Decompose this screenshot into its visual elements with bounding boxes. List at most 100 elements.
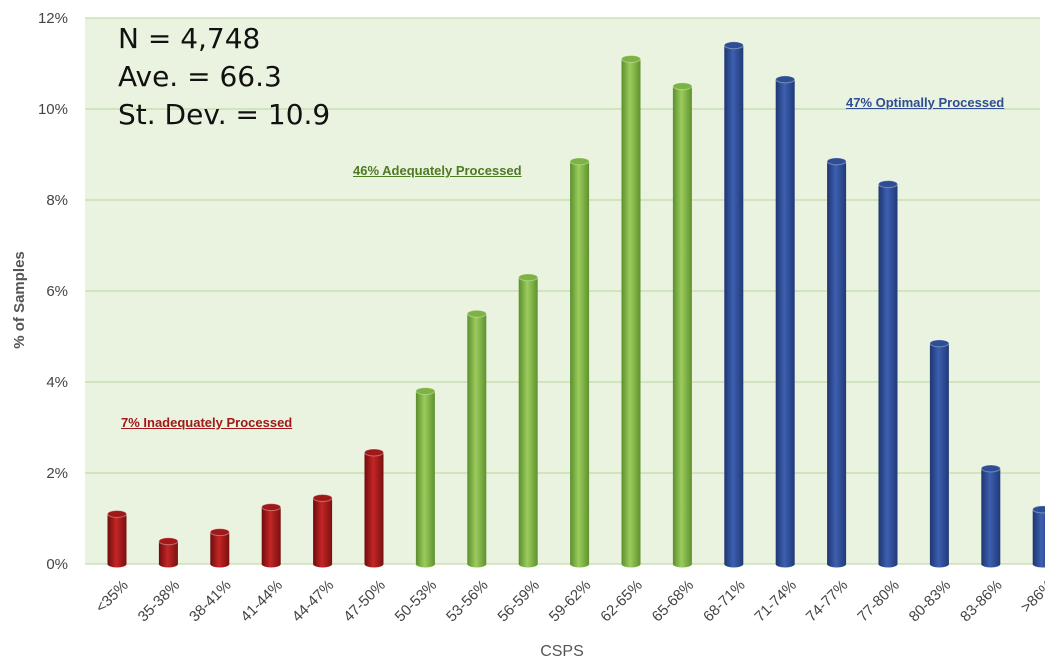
y-tick-label: 8% — [46, 192, 68, 209]
x-tick-label: 80-83% — [906, 577, 955, 626]
bar-top — [466, 309, 487, 318]
bar-top — [364, 448, 384, 457]
x-tick-label: 74-77% — [803, 577, 852, 626]
bar — [826, 157, 847, 568]
bar-base — [570, 560, 590, 568]
y-tick-label: 10% — [38, 101, 68, 118]
y-tick-labels: 0% 2% 4% 6% 8% 10% 12% — [38, 10, 68, 573]
bar-base — [1032, 560, 1045, 568]
bar — [672, 82, 693, 568]
bar-top — [518, 273, 539, 282]
bar-base — [878, 560, 898, 568]
bar-top — [929, 339, 950, 348]
bar — [261, 503, 282, 568]
y-tick-label: 6% — [46, 283, 68, 300]
bar-base — [261, 560, 281, 568]
bar-top — [621, 54, 641, 63]
y-tick-label: 2% — [46, 465, 68, 482]
bar-body — [518, 277, 538, 564]
stat-average: Ave. = 66.3 — [118, 60, 282, 93]
bar — [775, 75, 796, 568]
x-tick-label: 50-53% — [392, 577, 441, 626]
bar — [518, 273, 539, 568]
bar-top — [312, 494, 333, 503]
bar — [415, 387, 436, 568]
bar-top — [209, 528, 230, 537]
bar-body — [313, 498, 333, 564]
bar-base — [672, 560, 692, 568]
bar — [929, 339, 950, 568]
y-axis-label: % of Samples — [11, 251, 28, 349]
bar-body — [570, 161, 590, 564]
bars — [107, 41, 1045, 568]
x-tick-label: 59-62% — [546, 577, 595, 626]
x-tick-label: 77-80% — [854, 577, 903, 626]
x-tick-label: 68-71% — [700, 577, 749, 626]
bar — [569, 157, 590, 568]
bar — [107, 509, 127, 568]
bar-base — [929, 560, 949, 568]
bar-body — [621, 58, 641, 564]
bar-base — [724, 560, 744, 568]
x-tick-label: 83-86% — [957, 577, 1006, 626]
annotation-optimal: 47% Optimally Processed — [846, 95, 1005, 110]
bar-body — [724, 45, 744, 565]
bar — [723, 41, 744, 568]
bar-base — [415, 560, 435, 568]
bar-base — [107, 560, 127, 568]
bar — [1032, 505, 1045, 568]
bar-top — [672, 82, 693, 91]
x-tick-label: 71-74% — [751, 577, 800, 626]
bar-base — [621, 560, 641, 568]
x-tick-label: 35-38% — [135, 577, 184, 626]
bar-top — [107, 509, 127, 518]
x-axis-label: CSPS — [540, 643, 584, 660]
annotation-adequate: 46% Adequately Processed — [353, 163, 522, 178]
x-tick-labels: <35% 35-38% 38-41% 41-44% 44-47% 47-50% 50-53%… — [92, 577, 1045, 626]
bar — [158, 537, 179, 568]
bar-body — [415, 391, 435, 564]
bar-body — [364, 452, 384, 564]
y-tick-label: 4% — [46, 374, 68, 391]
x-tick-label: <35% — [92, 577, 131, 616]
bar — [980, 464, 1001, 568]
bar — [364, 448, 384, 568]
bar-base — [827, 560, 847, 568]
bar — [466, 309, 487, 568]
bar-top — [826, 157, 847, 166]
bar-body — [1032, 509, 1045, 564]
bar-top — [569, 157, 590, 166]
bar-top — [878, 180, 898, 189]
bar-body — [210, 532, 230, 564]
bar-base — [364, 560, 384, 568]
y-tick-label: 12% — [38, 10, 68, 27]
bar-body — [672, 86, 692, 564]
bar-top — [723, 41, 744, 50]
bar-body — [981, 468, 1001, 564]
bar-body — [467, 313, 487, 564]
bar-body — [929, 343, 949, 564]
bar-base — [313, 560, 333, 568]
x-tick-label: 41-44% — [237, 577, 286, 626]
bar-body — [878, 184, 898, 564]
bar-body — [158, 541, 178, 564]
bar-top — [775, 75, 796, 84]
bar-top — [1032, 505, 1045, 514]
bar-top — [980, 464, 1001, 473]
x-tick-label: 44-47% — [289, 577, 338, 626]
bar-base — [210, 560, 230, 568]
bar-base — [518, 560, 538, 568]
y-tick-label: 0% — [46, 556, 68, 573]
bar-base — [467, 560, 487, 568]
gridlines — [85, 17, 1040, 565]
x-tick-label: >86% — [1018, 577, 1045, 616]
bar-top — [415, 387, 436, 396]
x-tick-label: 47-50% — [340, 577, 389, 626]
stat-n: N = 4,748 — [118, 22, 261, 55]
annotation-inadequate: 7% Inadequately Processed — [121, 415, 293, 430]
bar-base — [775, 560, 795, 568]
stat-std-dev: St. Dev. = 10.9 — [118, 98, 331, 131]
bar — [312, 494, 333, 568]
summary-stats: N = 4,748 Ave. = 66.3 St. Dev. = 10.9 — [118, 20, 330, 134]
